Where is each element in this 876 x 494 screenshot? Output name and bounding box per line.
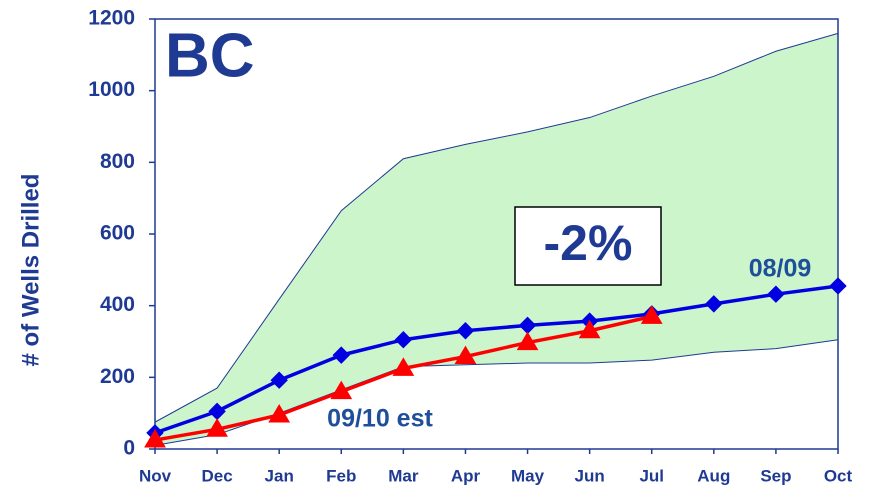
x-tick-label: Nov [139,466,172,485]
marker [705,295,723,313]
x-tick-label: Feb [326,466,356,485]
x-tick-label: Oct [824,466,853,485]
y-axis-title: # of Wells Drilled [17,174,44,367]
marker [206,418,228,437]
x-tick-label: May [511,466,545,485]
x-tick-label: Sep [760,466,791,485]
y-tick-label: 200 [100,365,135,388]
chart-title: BC [165,21,255,90]
y-tick-label: 800 [100,150,135,173]
marker [392,357,415,376]
x-tick-label: Jun [575,466,605,485]
y-tick-label: 400 [100,293,135,316]
marker [578,319,601,339]
marker [330,380,353,400]
marker [394,331,413,349]
band-fill [155,33,838,446]
marker [767,285,785,303]
y-tick-label: 0 [123,437,135,460]
annotation-box [514,206,662,286]
x-tick-label: Apr [451,466,481,485]
marker [268,403,291,423]
marker [144,429,166,448]
x-tick-label: Jan [265,466,294,485]
x-tick-label: Dec [201,466,232,485]
marker [270,371,288,389]
series-label: 08/09 [749,255,812,283]
y-tick-label: 1000 [88,78,135,101]
series-label: 09/10 est [327,405,433,433]
marker [516,331,539,351]
annotation: -2% [544,215,633,271]
plot-area [144,18,847,454]
marker [332,346,350,364]
marker [454,345,477,365]
series-line [154,284,839,435]
y-tick-label: 600 [100,222,135,245]
x-tick-label: Jul [639,466,664,485]
marker [640,305,663,324]
x-tick-label: Aug [697,466,730,485]
x-tick-label: Mar [388,466,419,485]
marker [829,277,847,295]
marker [456,322,475,340]
band-edge [154,32,839,423]
y-tick-label: 1200 [88,7,135,30]
